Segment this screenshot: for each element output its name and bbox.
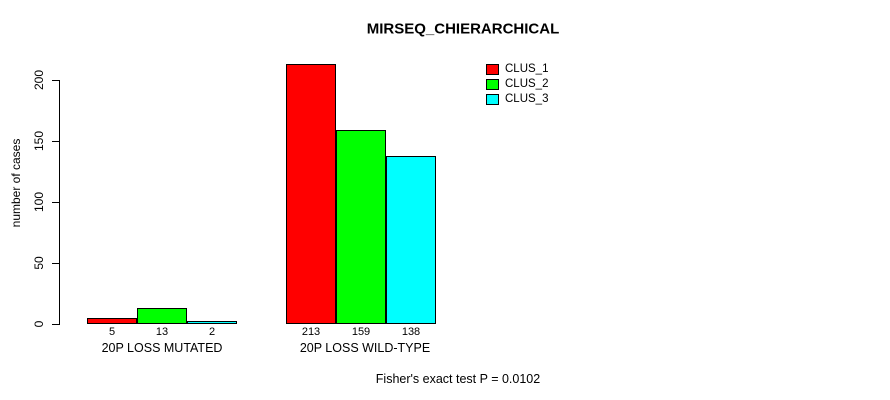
category-label: 20P LOSS WILD-TYPE xyxy=(299,341,431,355)
bar-clus_1-group2 xyxy=(286,64,336,324)
bar-value-label: 2 xyxy=(208,326,216,338)
chart-title: MIRSEQ_CHIERARCHICAL xyxy=(366,20,560,38)
bar-value-label: 213 xyxy=(301,326,321,338)
fisher-test-annotation: Fisher's exact test P = 0.0102 xyxy=(375,372,541,386)
y-axis-line xyxy=(59,80,60,325)
y-tick-mark xyxy=(52,202,59,203)
bar-value-label: 5 xyxy=(108,326,116,338)
y-tick-label: 200 xyxy=(32,69,46,91)
category-label: 20P LOSS MUTATED xyxy=(101,341,223,355)
legend-item-clus_2: CLUS_2 xyxy=(486,78,548,90)
legend-swatch-clus_3 xyxy=(486,93,499,105)
y-tick-mark xyxy=(52,324,59,325)
y-tick-label: 100 xyxy=(32,191,46,213)
legend-label: CLUS_2 xyxy=(505,78,549,90)
legend-label: CLUS_3 xyxy=(505,93,549,105)
bar-clus_2-group1 xyxy=(137,308,187,324)
y-tick-label: 0 xyxy=(32,320,46,328)
legend-item-clus_3: CLUS_3 xyxy=(486,93,548,105)
legend-swatch-clus_1 xyxy=(486,63,499,75)
y-axis-label: number of cases xyxy=(9,138,23,228)
legend: CLUS_1 CLUS_2 CLUS_3 xyxy=(486,63,548,108)
legend-item-clus_1: CLUS_1 xyxy=(486,63,548,75)
bar-clus_3-group2 xyxy=(386,156,436,324)
y-tick-label: 50 xyxy=(32,256,46,270)
y-tick-mark xyxy=(52,80,59,81)
bar-value-label: 13 xyxy=(155,326,169,338)
bar-clus_1-group1 xyxy=(87,318,137,324)
y-tick-mark xyxy=(52,263,59,264)
bar-clus_3-group1 xyxy=(187,321,237,324)
legend-label: CLUS_1 xyxy=(505,63,549,75)
y-tick-mark xyxy=(52,141,59,142)
legend-swatch-clus_2 xyxy=(486,78,499,90)
bar-clus_2-group2 xyxy=(336,130,386,324)
bar-value-label: 159 xyxy=(351,326,371,338)
bar-value-label: 138 xyxy=(401,326,421,338)
y-tick-label: 150 xyxy=(32,130,46,152)
